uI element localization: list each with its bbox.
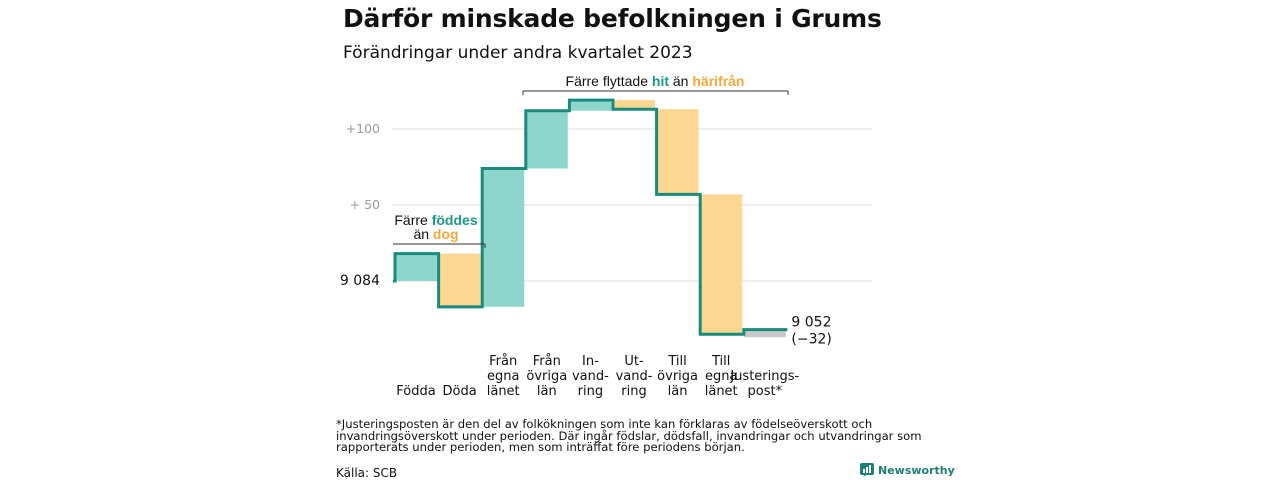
category-label: Från övriga län: [526, 354, 567, 399]
category-label: Från egna länet: [487, 354, 520, 399]
bar-justeringspost: [743, 329, 786, 338]
y-tick-label: + 50: [350, 197, 380, 212]
net-change-label: (−32): [791, 332, 831, 348]
bar-frånövrigalän: [525, 110, 568, 169]
category-label: In-vand-ring: [572, 354, 609, 399]
category-label: Till övriga län: [657, 354, 698, 399]
brand-name: Newsworthy: [878, 464, 955, 477]
bar-tillegnalänet: [700, 194, 743, 335]
bar-utvandring: [613, 100, 655, 110]
bar-tillövrigalän: [656, 109, 699, 195]
category-label: Ut-vand-ring: [616, 354, 653, 399]
chart-subtitle: Förändringar under andra kvartalet 2023: [343, 43, 693, 63]
category-label: Födda: [396, 384, 435, 399]
category-label: Justerings-post*: [729, 369, 799, 399]
annotation-births-line1: Färre föddes: [394, 212, 477, 228]
bar-frånegnalänet: [482, 168, 525, 307]
annotation-migration: Färre flyttade hit än härifrån: [566, 73, 745, 89]
category-label: Till egna länet: [705, 354, 738, 399]
source-label: Källa: SCB: [336, 466, 398, 480]
end-value-label: 9 052: [791, 315, 831, 331]
bar-invandring: [569, 100, 612, 111]
y-tick-label: +100: [346, 121, 380, 136]
cumulative-step-line: [393, 98, 788, 336]
category-label: Döda: [443, 384, 477, 399]
bar-döda: [438, 253, 481, 307]
bar-födda: [395, 253, 437, 281]
annotation-births-line2: än dog: [413, 226, 458, 242]
start-value-label: 9 084: [340, 273, 380, 289]
chart-title: Därför minskade befolkningen i Grums: [343, 4, 882, 33]
footnote: *Justeringsposten är den del av folkökni…: [336, 417, 922, 454]
brand-logo: Newsworthy: [860, 463, 955, 478]
newsworthy-icon: [860, 463, 874, 477]
